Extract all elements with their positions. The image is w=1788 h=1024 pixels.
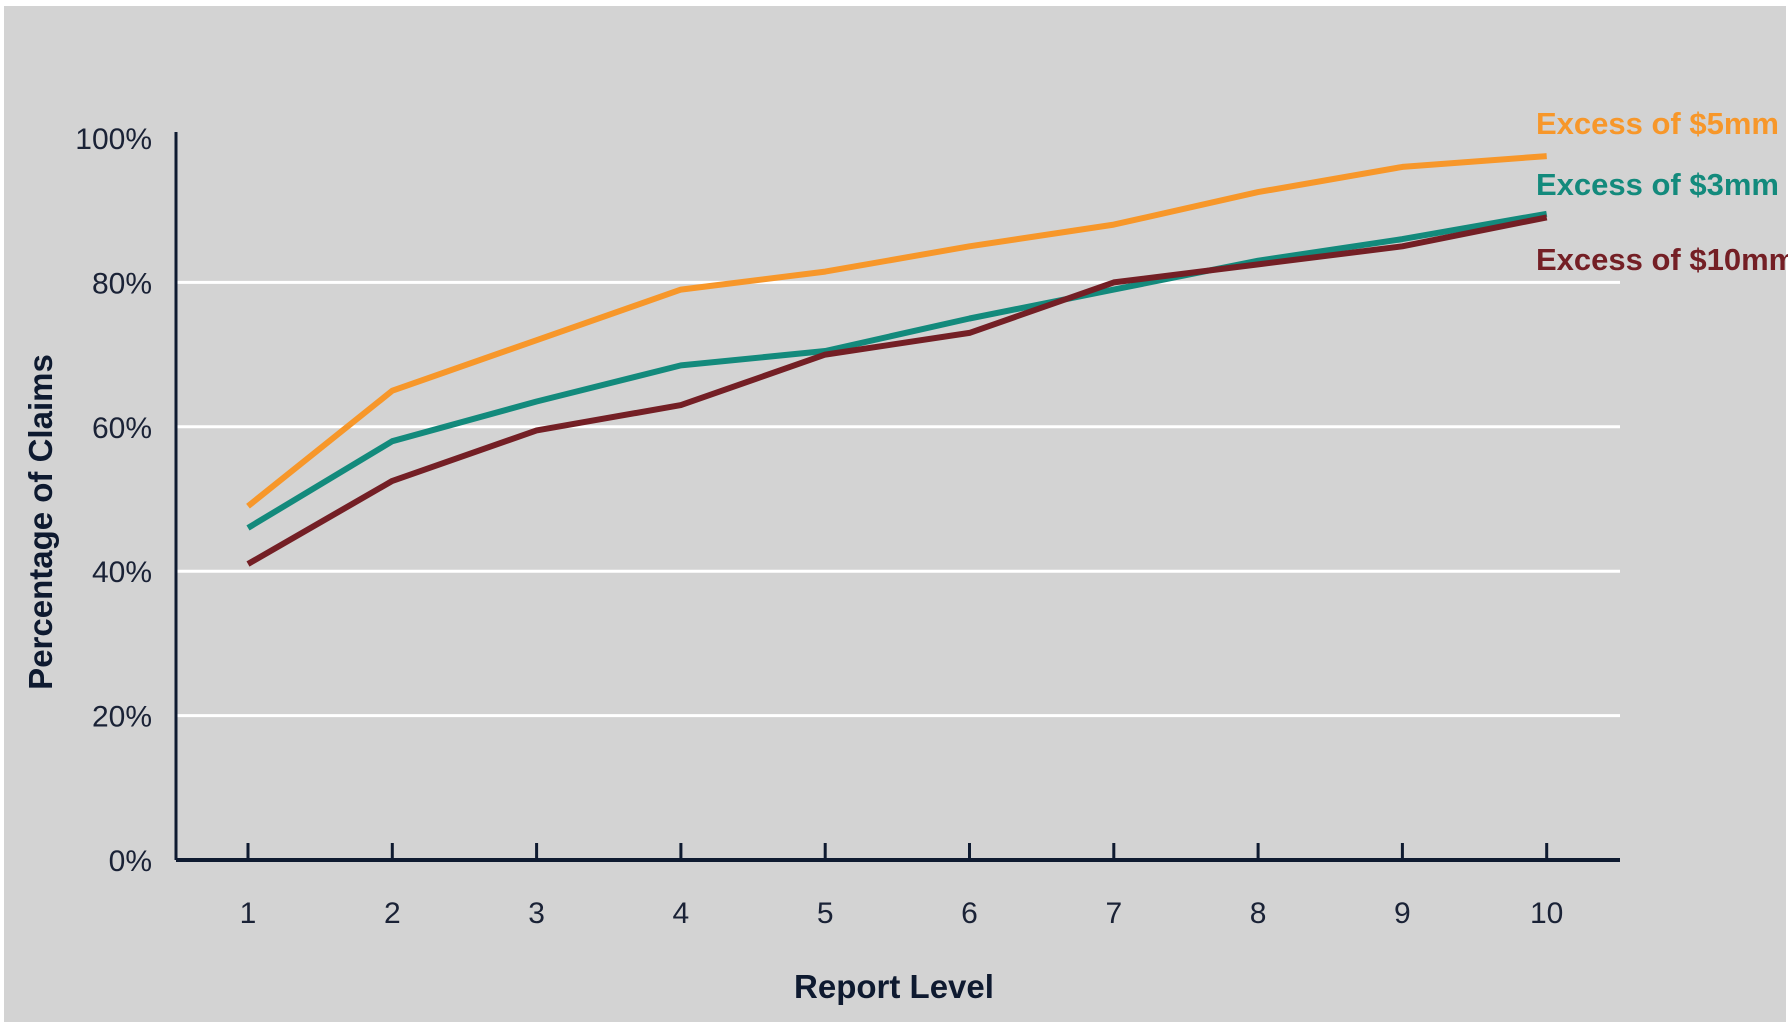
x-tick-label: 10: [1530, 897, 1563, 930]
x-tick-label: 6: [961, 897, 978, 930]
x-tick-label: 2: [384, 897, 401, 930]
y-axis-title: Percentage of Claims: [22, 354, 59, 690]
series-labels: Excess of $5mm Excess of $3mm Excess of $1…: [1536, 106, 1788, 277]
series-label: Excess of $3mm: [1536, 167, 1779, 202]
series-line: [246, 210, 1548, 531]
y-tick-label: 40%: [92, 556, 152, 589]
x-tick-label: 7: [1105, 897, 1122, 930]
x-axis-title: Report Level: [794, 968, 994, 1005]
y-tick-label: 20%: [92, 701, 152, 734]
y-tick-label: 60%: [92, 412, 152, 445]
x-tick-label: 9: [1394, 897, 1411, 930]
gridlines: [176, 280, 1620, 718]
series-label: Excess of $5mm: [1536, 106, 1779, 141]
x-tick-label: 5: [817, 897, 834, 930]
series-line: [246, 214, 1548, 567]
y-tick-label: 80%: [92, 267, 152, 300]
axes: [174, 132, 1620, 862]
x-tick-label: 1: [240, 897, 257, 930]
x-tick-labels: 1 2 3 4 5 6 7 8 9 10: [240, 897, 1564, 930]
chart-background: [4, 6, 1786, 1022]
y-tick-label: 0%: [109, 845, 152, 878]
x-tick-label: 8: [1250, 897, 1267, 930]
x-tick-label: 4: [673, 897, 690, 930]
y-tick-labels: 0% 20% 40% 60% 80% 100%: [75, 123, 152, 878]
series-line: [246, 153, 1547, 509]
series-lines: [246, 153, 1548, 567]
x-tick-label: 3: [528, 897, 545, 930]
y-tick-label: 100%: [75, 123, 152, 156]
series-label: Excess of $10mm: [1536, 242, 1788, 277]
